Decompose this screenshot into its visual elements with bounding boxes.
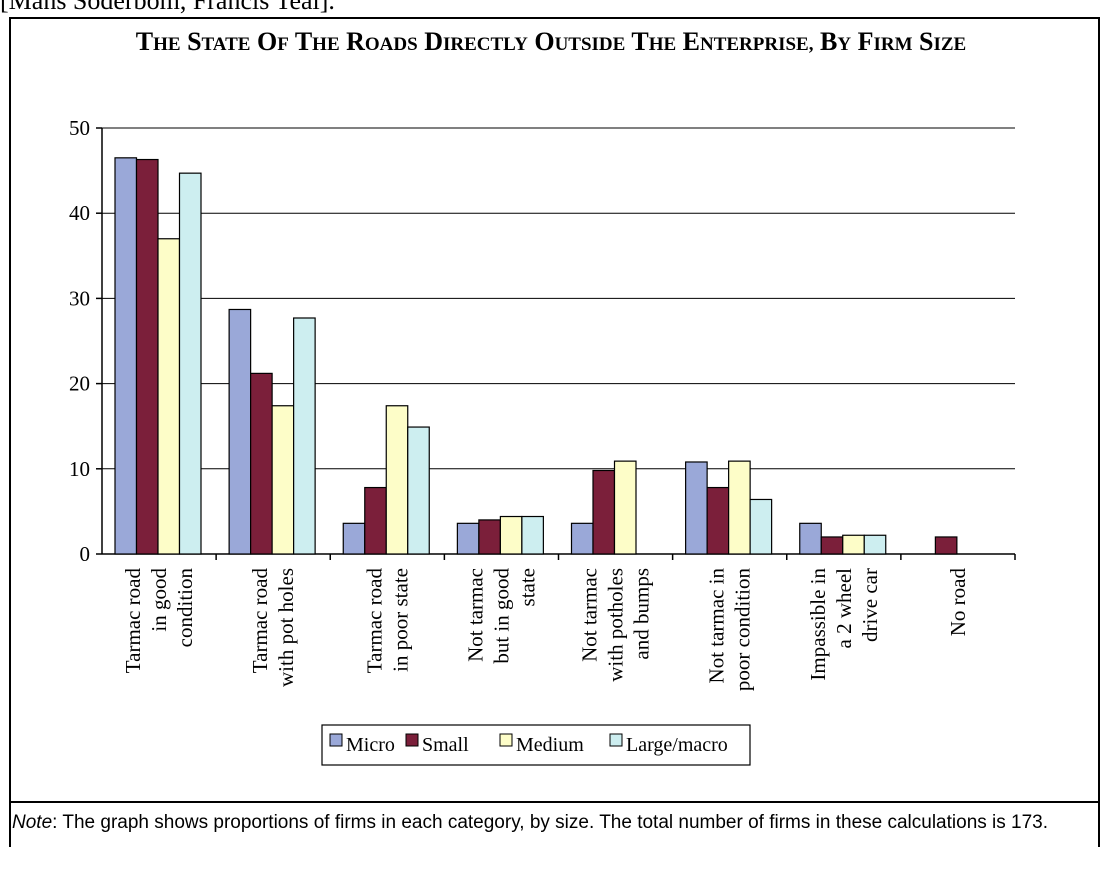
x-category-label: Impassible in bbox=[806, 568, 830, 681]
chart-title: THE STATE OF THE ROADS DIRECTLY OUTSIDE … bbox=[136, 27, 966, 56]
x-category-label: Tarmac road bbox=[362, 568, 386, 674]
x-category-label: in good bbox=[147, 568, 171, 632]
x-category-label: Not tarmac bbox=[463, 568, 487, 662]
bar-small bbox=[478, 519, 501, 555]
x-category-label: but in good bbox=[489, 568, 513, 664]
bar-medium bbox=[842, 534, 865, 555]
bar-small bbox=[820, 536, 844, 555]
x-category-label: Tarmac road bbox=[121, 568, 145, 674]
x-category-label: and bumps bbox=[630, 568, 654, 660]
x-category-label: Not tarmac in bbox=[705, 568, 729, 684]
y-tick-label: 50 bbox=[69, 116, 90, 140]
x-category-label: poor condition bbox=[731, 568, 755, 692]
bar-medium bbox=[385, 405, 409, 555]
x-category-label: a 2 wheel bbox=[832, 568, 856, 649]
bar-small bbox=[135, 158, 159, 555]
y-tick-label: 20 bbox=[69, 372, 90, 396]
note-divider bbox=[9, 801, 1100, 803]
bar-micro bbox=[228, 308, 252, 555]
x-category-label: drive car bbox=[858, 568, 882, 642]
legend-label: Micro bbox=[346, 734, 395, 756]
bar-micro bbox=[342, 522, 366, 555]
note-lead: Note bbox=[12, 812, 53, 833]
bar-large-macro bbox=[407, 426, 430, 555]
bar-small bbox=[364, 486, 387, 555]
x-category-label: Tarmac road bbox=[248, 568, 272, 674]
bar-micro bbox=[456, 522, 480, 555]
x-category-label: with pot holes bbox=[274, 568, 298, 687]
legend-label: Large/macro bbox=[626, 734, 728, 756]
bar-small bbox=[934, 536, 958, 555]
bar-medium bbox=[271, 405, 295, 555]
page-header-fragment: [Mans Söderbom, Francis Teal]. bbox=[0, 0, 335, 15]
figure-note: Note: The graph shows proportions of fir… bbox=[12, 810, 1097, 835]
x-category-label: with potholes bbox=[604, 568, 628, 682]
x-category-label: in poor state bbox=[388, 568, 412, 672]
bar-large-macro bbox=[293, 317, 316, 555]
bar-medium bbox=[157, 238, 181, 555]
bar-medium bbox=[499, 515, 523, 555]
y-tick-label: 40 bbox=[69, 201, 90, 225]
bar-micro bbox=[799, 522, 822, 555]
x-category-label: condition bbox=[173, 568, 197, 648]
bar-small bbox=[592, 469, 616, 555]
bar-medium bbox=[728, 460, 751, 555]
legend-box bbox=[321, 724, 751, 766]
figure-frame bbox=[9, 17, 1100, 847]
y-tick-label: 10 bbox=[69, 457, 90, 481]
x-category-label: state bbox=[515, 568, 539, 606]
legend-swatch bbox=[609, 733, 623, 747]
bar-large-macro bbox=[749, 498, 773, 555]
bar-micro bbox=[685, 461, 708, 555]
y-tick-label: 0 bbox=[80, 542, 91, 566]
x-category-label: No road bbox=[946, 568, 970, 637]
bar-micro bbox=[114, 157, 138, 555]
y-tick-label: 30 bbox=[69, 286, 90, 310]
bar-small bbox=[250, 372, 273, 555]
bar-chart: THE STATE OF THE ROADS DIRECTLY OUTSIDE … bbox=[69, 27, 1016, 766]
legend-swatch bbox=[499, 733, 513, 747]
bar-small bbox=[706, 486, 730, 555]
bar-large-macro bbox=[863, 534, 887, 555]
note-text: : The graph shows proportions of firms i… bbox=[52, 812, 1049, 833]
bar-medium bbox=[613, 460, 637, 555]
x-category-label: Not tarmac bbox=[578, 568, 602, 662]
legend-swatch bbox=[405, 733, 419, 747]
legend-swatch bbox=[329, 733, 343, 747]
bar-large-macro bbox=[178, 172, 202, 555]
legend-label: Small bbox=[422, 734, 469, 756]
bar-micro bbox=[570, 522, 594, 555]
bar-large-macro bbox=[521, 515, 544, 555]
legend-label: Medium bbox=[516, 734, 584, 756]
